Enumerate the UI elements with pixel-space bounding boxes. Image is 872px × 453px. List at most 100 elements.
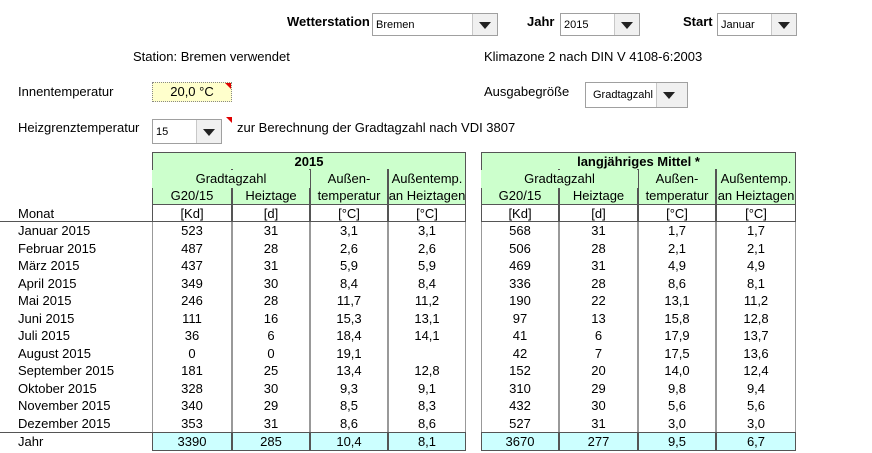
total-label: Jahr: [18, 434, 44, 449]
dropdown[interactable]: Januar: [717, 13, 797, 36]
data-cell: 3,1: [388, 222, 466, 240]
data-cell: 353: [152, 414, 232, 432]
data-cell: 523: [152, 222, 232, 240]
data-cell: 17,9: [638, 327, 716, 345]
data-cell: 432: [481, 397, 559, 415]
data-cell: 5,9: [310, 257, 388, 275]
data-cell: 25: [232, 362, 310, 380]
data-cell: 36: [152, 327, 232, 345]
header-text: Außen-: [655, 171, 699, 186]
data-cell: 568: [481, 222, 559, 240]
header-cell: [638, 169, 716, 205]
data-cell: 29: [559, 379, 638, 397]
data-cell: 527: [481, 414, 559, 432]
data-cell: 13: [559, 309, 638, 327]
data-cell: 5,9: [388, 257, 466, 275]
block-title: 2015: [152, 152, 466, 170]
data-cell: 0: [152, 344, 232, 362]
data-cell: 20: [559, 362, 638, 380]
header-text: Außentemp.: [391, 171, 463, 186]
data-cell: 28: [232, 292, 310, 310]
month-label: November 2015: [18, 398, 111, 413]
data-cell: 111: [152, 309, 232, 327]
data-cell: 3,1: [310, 222, 388, 240]
data-cell: 340: [152, 397, 232, 415]
month-label: Januar 2015: [18, 223, 91, 238]
month-label: Oktober 2015: [18, 380, 97, 396]
data-cell: 11,7: [310, 292, 388, 310]
data-cell: 2,6: [310, 239, 388, 257]
header-cell: [716, 169, 796, 205]
data-cell: 12,8: [388, 362, 466, 380]
row-header: Monat: [18, 206, 55, 221]
dropdown[interactable]: Bremen: [372, 13, 498, 36]
info-text: Station: Bremen verwendet: [133, 49, 290, 64]
data-cell: 152: [481, 362, 559, 380]
data-cell: 3,0: [638, 414, 716, 432]
data-cell: 246: [152, 292, 232, 310]
dropdown[interactable]: 2015: [560, 13, 640, 36]
data-cell: 28: [559, 274, 638, 292]
data-cell: 14,0: [638, 362, 716, 380]
label: Start: [683, 14, 713, 29]
input-value: 20,0 °C: [170, 84, 214, 99]
data-cell: 349: [152, 274, 232, 292]
block-title: langjähriges Mittel *: [481, 152, 796, 170]
data-cell: 13,4: [310, 362, 388, 380]
data-cell: 328: [152, 379, 232, 397]
data-cell: 13,1: [638, 292, 716, 310]
dropdown[interactable]: Gradtagzahl: [585, 82, 688, 108]
data-cell: 42: [481, 344, 559, 362]
data-cell: 11,2: [716, 292, 796, 310]
data-cell: 437: [152, 257, 232, 275]
data-cell: 9,4: [716, 379, 796, 397]
data-cell: 8,4: [388, 274, 466, 292]
data-cell: 8,6: [638, 274, 716, 292]
data-cell: 8,3: [388, 397, 466, 415]
unit-cell: [d]: [559, 205, 638, 222]
header-text: an Heiztagen: [388, 188, 466, 203]
unit-cell: [Kd]: [152, 205, 232, 222]
data-cell: 12,4: [716, 362, 796, 380]
data-cell: 14,1: [388, 327, 466, 345]
total-cell: 277: [559, 432, 638, 451]
data-cell: 18,4: [310, 327, 388, 345]
data-cell: 30: [232, 379, 310, 397]
dropdown[interactable]: 15: [152, 119, 222, 144]
data-cell: 31: [232, 414, 310, 432]
total-cell: 3670: [481, 432, 559, 451]
data-cell: 31: [559, 222, 638, 240]
data-cell: 0: [232, 344, 310, 362]
month-label: Juli 2015: [18, 328, 71, 343]
data-cell: 19,1: [310, 344, 388, 362]
data-cell: 4,9: [716, 257, 796, 275]
data-cell: 8,4: [310, 274, 388, 292]
data-cell: 31: [559, 414, 638, 432]
data-cell: 1,7: [716, 222, 796, 240]
data-cell: 181: [152, 362, 232, 380]
dropdown-value: 2015: [564, 18, 589, 31]
input-cell[interactable]: 20,0 °C: [152, 82, 232, 102]
data-cell: 30: [559, 397, 638, 415]
data-cell: 4,9: [638, 257, 716, 275]
data-cell: 30: [232, 274, 310, 292]
month-label: März 2015: [18, 258, 80, 273]
data-cell: 13,7: [716, 327, 796, 345]
data-cell: 8,6: [310, 414, 388, 432]
unit-cell: [°C]: [638, 205, 716, 222]
divider: [0, 432, 152, 433]
total-cell: 285: [232, 432, 310, 451]
data-cell: 190: [481, 292, 559, 310]
data-cell: 13,1: [388, 309, 466, 327]
total-cell: 10,4: [310, 432, 388, 451]
header-text: Heiztage: [245, 188, 297, 203]
label: Heizgrenztemperatur: [18, 120, 140, 135]
data-cell: 17,5: [638, 344, 716, 362]
header-text: Außentemp.: [720, 171, 792, 186]
data-cell: 13,6: [716, 344, 796, 362]
data-cell: 1,7: [638, 222, 716, 240]
month-label: September 2015: [18, 363, 115, 378]
header-cell: [310, 169, 388, 205]
data-cell: 8,5: [310, 397, 388, 415]
